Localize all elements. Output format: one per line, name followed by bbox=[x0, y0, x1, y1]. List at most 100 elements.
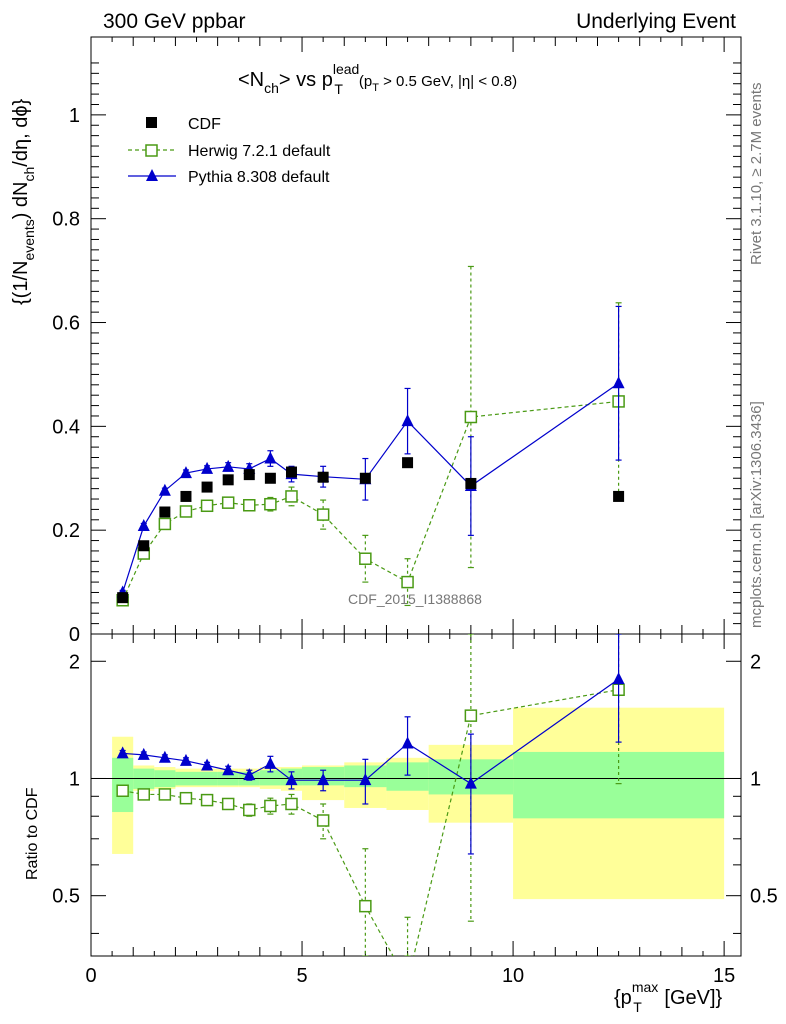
y-tick-label-main: 0.4 bbox=[52, 416, 80, 438]
cdf-point bbox=[180, 490, 192, 502]
pythia-ratio-point bbox=[401, 736, 414, 749]
pythia-ratio-point bbox=[317, 773, 330, 786]
pythia-point bbox=[158, 483, 171, 496]
legend-label-cdf: CDF bbox=[188, 116, 221, 133]
cdf-point bbox=[159, 506, 171, 518]
cdf-point bbox=[117, 592, 129, 604]
axis-ticks bbox=[90, 37, 741, 956]
herwig-point bbox=[221, 496, 235, 509]
herwig-ratio-point bbox=[158, 788, 172, 801]
x-tick-label: 10 bbox=[502, 965, 524, 987]
pythia-point bbox=[201, 461, 214, 474]
cdf-point bbox=[285, 466, 297, 478]
pythia-ratio-point bbox=[116, 746, 129, 759]
herwig-ratio-point bbox=[285, 797, 298, 811]
pythia-ratio-point bbox=[359, 773, 372, 786]
y-tick-label-main: 0 bbox=[69, 624, 80, 646]
cdf-point bbox=[201, 481, 213, 493]
pythia-point bbox=[401, 414, 414, 427]
pythia-ratio-point bbox=[612, 672, 625, 685]
pythia-ratio-point bbox=[264, 756, 277, 769]
herwig-ratio-point bbox=[116, 784, 129, 798]
cdf-point bbox=[465, 477, 477, 489]
herwig-ratio-point bbox=[179, 791, 193, 805]
pythia-ratio-point bbox=[285, 773, 298, 786]
axis-tick-labels: 0 5 10 15 0 0.2 0.4 0.6 0.8 1 0.5 0.5 1 1 2 2 bbox=[52, 105, 778, 987]
herwig-ratio-point bbox=[200, 793, 214, 807]
y-axis-label-ratio: Ratio to CDF bbox=[24, 787, 41, 880]
pythia-point bbox=[222, 459, 235, 472]
mcplots-label: mcplots.cern.ch [arXiv:1306.3436] bbox=[748, 401, 765, 628]
pythia-point bbox=[179, 466, 192, 479]
y-tick-label-main: 1 bbox=[69, 105, 80, 127]
herwig-ratio-point bbox=[359, 899, 372, 913]
rivet-label: Rivet 3.1.10, ≥ 2.7M events bbox=[748, 83, 765, 266]
herwig-ratio-point bbox=[137, 788, 151, 801]
cdf-point bbox=[317, 471, 329, 483]
y-tick-label-ratio: 2 bbox=[69, 651, 80, 673]
legend-marker-herwig bbox=[145, 144, 158, 157]
legend-marker-pythia bbox=[146, 169, 158, 181]
legend-marker-cdf bbox=[146, 117, 157, 128]
x-tick-label: 15 bbox=[713, 965, 735, 987]
pythia-ratio-point bbox=[201, 758, 214, 771]
herwig-point bbox=[316, 508, 330, 521]
ratio-panel-frame bbox=[90, 633, 742, 957]
cdf-point bbox=[243, 469, 255, 481]
legend-label-herwig: Herwig 7.2.1 default bbox=[188, 143, 331, 160]
herwig-line-main bbox=[122, 400, 619, 601]
header-right: Underlying Event bbox=[576, 10, 736, 33]
herwig-ratio-point bbox=[221, 797, 235, 811]
main-series bbox=[116, 265, 625, 607]
ratio-series bbox=[116, 634, 625, 956]
herwig-point bbox=[285, 490, 298, 503]
herwig-point bbox=[179, 505, 193, 518]
pythia-point bbox=[612, 376, 625, 389]
cdf-point bbox=[402, 457, 414, 469]
pythia-point bbox=[137, 519, 150, 532]
herwig-point bbox=[401, 575, 414, 589]
y-tick-label-ratio: 0.5 bbox=[52, 886, 80, 908]
y-axis-label-main: {(1/Nevents) dNch/dη, dϕ} bbox=[10, 98, 37, 305]
pythia-point bbox=[264, 451, 277, 464]
band-green bbox=[259, 770, 281, 786]
pythia-ratio-point bbox=[137, 747, 150, 760]
cdf-point bbox=[138, 540, 150, 552]
pythia-ratio-point bbox=[158, 750, 171, 763]
y-tick-label-main: 0.2 bbox=[52, 520, 80, 542]
cdf-point bbox=[222, 474, 234, 486]
herwig-point bbox=[359, 552, 372, 565]
pythia-ratio-point bbox=[464, 776, 477, 789]
cdf-point bbox=[264, 472, 276, 484]
pythia-ratio-point bbox=[179, 753, 192, 766]
y-tick-label-ratio-right: 1 bbox=[750, 768, 761, 790]
herwig-point bbox=[264, 497, 277, 511]
legend-label-pythia: Pythia 8.308 default bbox=[188, 169, 330, 186]
y-tick-label-main: 0.8 bbox=[52, 209, 80, 231]
watermark: CDF_2015_I1388868 bbox=[348, 591, 482, 607]
cdf-point bbox=[613, 490, 625, 502]
herwig-ratio-point bbox=[464, 709, 478, 722]
herwig-point bbox=[243, 499, 256, 512]
plot-title: <Nch> vs plead T (pT > 0.5 GeV, |η| < 0.8) bbox=[238, 61, 517, 97]
y-tick-label-ratio: 1 bbox=[69, 768, 80, 790]
y-tick-label-main: 0.6 bbox=[52, 313, 80, 335]
x-axis-label: {pmax T [GeV]} bbox=[614, 979, 723, 1015]
legend: CDF Herwig 7.2.1 default Pythia 8.308 de… bbox=[128, 116, 331, 186]
herwig-ratio-point bbox=[316, 814, 330, 827]
pythia-line-main bbox=[122, 382, 619, 593]
pythia-ratio-point bbox=[243, 768, 256, 781]
y-tick-label-ratio-right: 0.5 bbox=[750, 886, 778, 908]
herwig-point bbox=[158, 517, 172, 531]
pythia-ratio-point bbox=[222, 763, 235, 776]
x-tick-label: 5 bbox=[296, 965, 307, 987]
header-left: 300 GeV ppbar bbox=[103, 10, 245, 33]
herwig-ratio-point bbox=[264, 799, 277, 813]
herwig-ratio-point bbox=[243, 803, 256, 817]
x-tick-label: 0 bbox=[85, 965, 96, 987]
cdf-point bbox=[359, 472, 371, 484]
herwig-point bbox=[464, 410, 478, 424]
y-tick-label-ratio-right: 2 bbox=[750, 651, 761, 673]
ratio-uncertainty-bands bbox=[112, 707, 725, 900]
